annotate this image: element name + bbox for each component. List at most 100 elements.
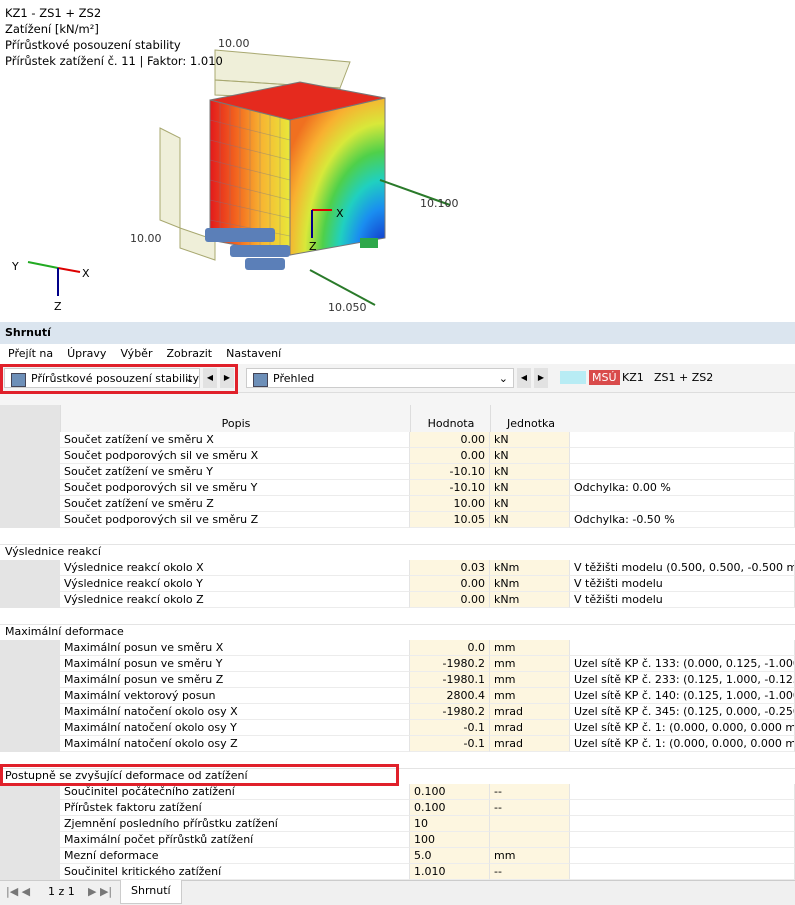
- column-header: Hodnota: [410, 405, 491, 432]
- row-gutter: [0, 688, 60, 704]
- empty-cell: [490, 832, 570, 848]
- empty-cell: [570, 640, 795, 656]
- menu-item[interactable]: Nastavení: [226, 347, 282, 360]
- unit: mrad: [490, 704, 570, 720]
- value: 0.0: [410, 640, 490, 656]
- row-gutter: [0, 560, 60, 576]
- unit: kN: [490, 464, 570, 480]
- unit: kN: [490, 512, 570, 528]
- table-row: Součinitel kritického zatížení 1.010 --: [0, 864, 795, 880]
- value: 100: [410, 832, 490, 848]
- value: 5.0: [410, 848, 490, 864]
- footer: |◀ ◀ 1 z 1 ▶ ▶| Shrnutí: [0, 880, 795, 905]
- load-left: [159, 127, 216, 261]
- table-row: Součinitel počátečního zatížení 0.100 --: [0, 784, 795, 800]
- unit: kN: [490, 496, 570, 512]
- value: 2800.4: [410, 688, 490, 704]
- viewport[interactable]: 10.00 10.00 10.100 10.050 X Z X Y Z KZ1 …: [0, 0, 795, 320]
- empty-cell: [570, 864, 795, 880]
- menu-item[interactable]: Přejít na: [8, 347, 54, 360]
- description: Přírůstek faktoru zatížení: [60, 800, 410, 816]
- prev-button[interactable]: ◀: [203, 368, 217, 388]
- description: Součinitel kritického zatížení: [60, 864, 410, 880]
- page-indicator: 1 z 1: [48, 885, 75, 898]
- header-row: Popis Hodnota Jednotka: [0, 393, 795, 433]
- axis-label: Z: [54, 300, 62, 313]
- empty-cell: [570, 816, 795, 832]
- menu-item[interactable]: Úpravy: [67, 347, 107, 360]
- axis-label: Y: [11, 260, 19, 273]
- info-line: Přírůstkové posouzení stability: [5, 38, 181, 52]
- next-button[interactable]: ▶: [220, 368, 234, 388]
- value: -10.10: [410, 480, 490, 496]
- next-button[interactable]: ▶: [534, 368, 548, 388]
- table-row: Přírůstek faktoru zatížení 0.100 --: [0, 800, 795, 816]
- description: Mezní deformace: [60, 848, 410, 864]
- row-gutter: [0, 848, 60, 864]
- value: 0.100: [410, 800, 490, 816]
- row-gutter: [0, 784, 60, 800]
- row-gutter: [0, 512, 60, 528]
- view-dropdown[interactable]: Přehled ⌄: [246, 368, 514, 388]
- menu-item[interactable]: Zobrazit: [166, 347, 213, 360]
- value: -0.1: [410, 720, 490, 736]
- menu-item[interactable]: Výběr: [120, 347, 153, 360]
- value: 0.00: [410, 576, 490, 592]
- unit: --: [490, 864, 570, 880]
- value: 0.03: [410, 560, 490, 576]
- row-gutter: [0, 656, 60, 672]
- description: Výslednice reakcí okolo X: [60, 560, 410, 576]
- empty-cell: [570, 496, 795, 512]
- empty-cell: [490, 816, 570, 832]
- combination: KZ1: [622, 371, 644, 384]
- unit: mrad: [490, 720, 570, 736]
- module-dropdown[interactable]: Přírůstkové posouzení stability ⌄: [4, 368, 200, 388]
- badge: MSÚ: [589, 370, 620, 385]
- toolbar: Přírůstkové posouzení stability ⌄ ◀ ▶ Pře…: [0, 364, 795, 393]
- spacer-row: [0, 528, 795, 545]
- description: Výslednice reakcí okolo Z: [60, 592, 410, 608]
- unit: mm: [490, 672, 570, 688]
- section-title: Výslednice reakcí: [5, 545, 101, 558]
- empty-cell: [570, 448, 795, 464]
- nav-buttons[interactable]: ▶ ▶|: [88, 885, 113, 898]
- table-row: Maximální natočení okolo osy Z -0.1 mrad Uz…: [0, 736, 795, 752]
- load-label: 10.00: [130, 232, 162, 245]
- unit: --: [490, 784, 570, 800]
- unit: mm: [490, 640, 570, 656]
- table-row: Výslednice reakcí okolo Z 0.00 kNm V těžišt…: [0, 592, 795, 608]
- table-row: Součet zatížení ve směru Z 10.00 kN: [0, 496, 795, 512]
- row-gutter: [0, 640, 60, 656]
- unit: mm: [490, 656, 570, 672]
- table-row: Zjemnění posledního přírůstku zatížení 10: [0, 816, 795, 832]
- panel-title: Shrnutí: [0, 322, 795, 344]
- row-gutter: [0, 736, 60, 752]
- value: -10.10: [410, 464, 490, 480]
- empty-cell: [570, 848, 795, 864]
- description: Maximální posun ve směru X: [60, 640, 410, 656]
- table-row: Výslednice reakcí okolo Y 0.00 kNm V těžišt…: [0, 576, 795, 592]
- row-gutter: [0, 672, 60, 688]
- unit: mrad: [490, 736, 570, 752]
- empty-cell: [570, 832, 795, 848]
- axis-label: X: [336, 207, 344, 220]
- tab[interactable]: Shrnutí: [120, 880, 182, 904]
- section-title: Maximální deformace: [5, 625, 124, 638]
- table-row: Maximální vektorový posun 2800.4 mm Uzel sí…: [0, 688, 795, 704]
- row-gutter: [0, 720, 60, 736]
- description: Součet zatížení ve směru Z: [60, 496, 410, 512]
- prev-button[interactable]: ◀: [517, 368, 531, 388]
- nav-buttons[interactable]: |◀ ◀: [6, 885, 31, 898]
- description: Součet podporových sil ve směru Z: [60, 512, 410, 528]
- row-gutter: [0, 480, 60, 496]
- value: 10.00: [410, 496, 490, 512]
- empty-cell: [570, 800, 795, 816]
- value: -1980.1: [410, 672, 490, 688]
- info-line: Přírůstek zatížení č. 11 | Faktor: 1.010: [5, 54, 223, 68]
- value: 1.010: [410, 864, 490, 880]
- load-label: 10.00: [218, 37, 250, 50]
- row-gutter: [0, 592, 60, 608]
- description: Maximální počet přírůstků zatížení: [60, 832, 410, 848]
- load-label: 10.050: [328, 301, 367, 314]
- table-row: Součet zatížení ve směru Y -10.10 kN: [0, 464, 795, 480]
